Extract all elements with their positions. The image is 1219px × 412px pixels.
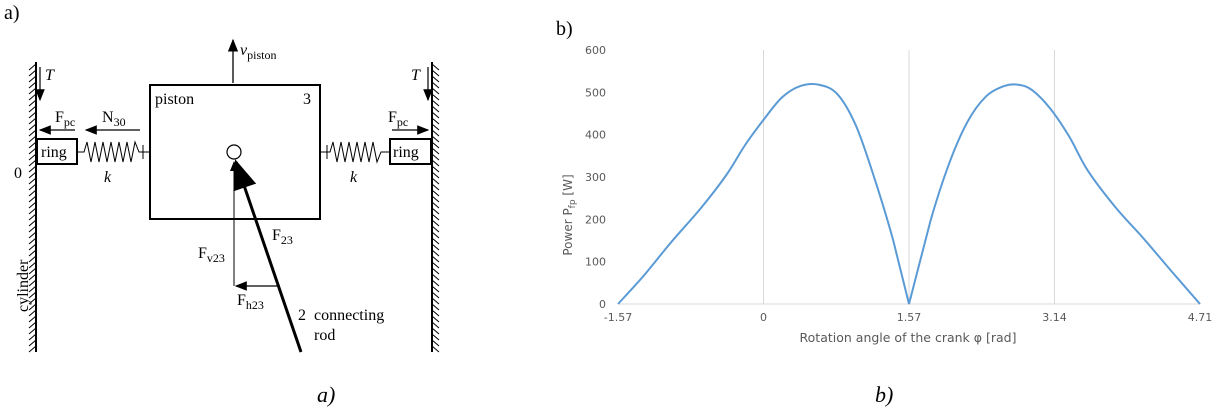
x-tick-label: -1.57 [604,311,632,324]
k-right: k [350,169,358,186]
right-ring-label: ring [393,144,419,161]
panel-a-label: a) [4,2,20,24]
power-series-line [617,82,1201,305]
y-axis-label: Power Pfp [W] [561,174,578,255]
x-tick-label: 0 [760,311,767,324]
t-left-label: T [45,67,55,84]
n30-label: N30 [102,109,126,129]
body-number-3: 3 [303,91,311,108]
x-axis-label: Rotation angle of the crank φ [rad] [800,330,1017,345]
x-tick-label: 1.57 [897,311,922,324]
v-piston-label: vpiston [240,42,276,62]
cylinder-label: cylinder [15,259,32,312]
connecting-rod-label-1: connecting [314,307,384,324]
fpc-right-label: Fpc [388,109,408,129]
connecting-rod [233,159,303,353]
y-tick-label: 500 [585,86,606,99]
y-tick-label: 0 [599,298,606,311]
right-spring [320,141,390,164]
panel-b-label: b) [556,18,573,40]
f23-label: F23 [272,227,293,247]
ground-0: 0 [14,165,22,182]
piston-diagram: piston 3 vpiston ring ring k k 0 cylinde… [14,38,440,353]
piston-pin [226,144,242,160]
fpc-left-label: Fpc [55,109,75,129]
x-tick-label: 3.14 [1042,311,1067,324]
piston-label: piston [155,91,194,108]
y-tick-label: 400 [585,129,606,142]
y-tick-label: 300 [585,171,606,184]
y-tick-label: 200 [585,213,606,226]
fv23-label: Fv23 [198,245,225,265]
left-ring-label: ring [41,144,67,161]
caption-b: b) [875,382,894,407]
y-tick-label: 100 [585,256,606,269]
left-cylinder-wall [28,62,37,353]
connecting-rod-label-2: rod [314,327,335,344]
left-spring [77,140,150,163]
k-left: k [104,169,112,186]
t-right-label: T [411,67,421,84]
fh23-label: Fh23 [237,292,264,312]
right-cylinder-wall [431,62,440,353]
caption-a: a) [317,382,336,407]
body-number-2: 2 [298,307,306,324]
x-tick-label: 4.71 [1188,311,1213,324]
y-tick-label: 600 [585,44,606,57]
